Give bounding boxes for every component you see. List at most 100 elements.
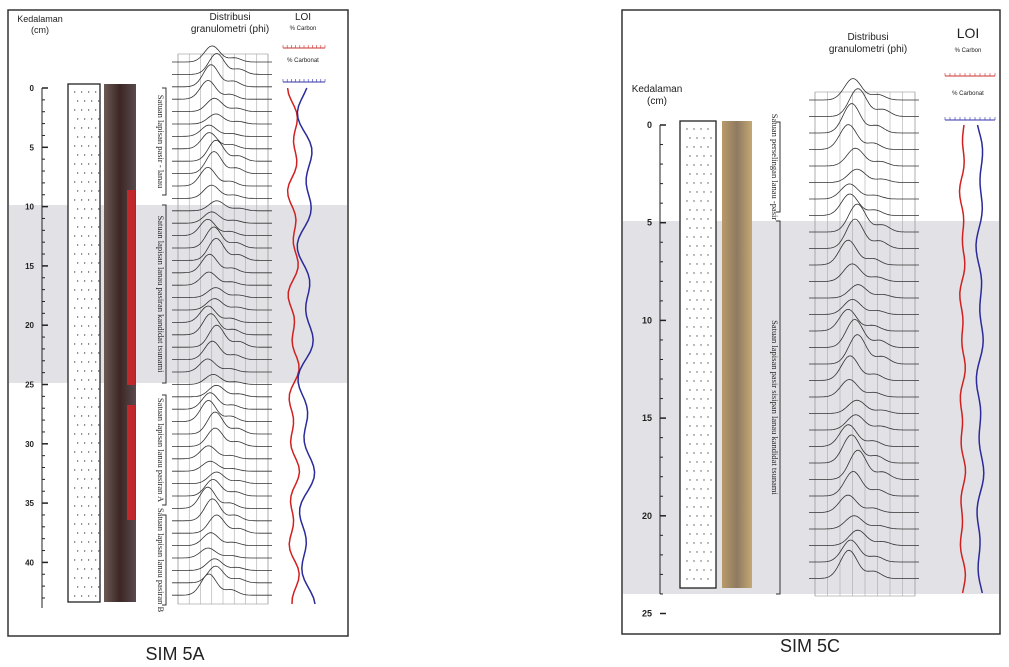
sediment-dot	[689, 353, 690, 354]
sediment-dot	[98, 478, 99, 479]
sediment-dot	[707, 164, 708, 165]
sediment-dot	[91, 154, 92, 155]
sediment-dot	[84, 154, 85, 155]
sediment-dot	[693, 506, 694, 507]
sediment-dot	[696, 299, 697, 300]
sediment-dot	[88, 559, 89, 560]
sediment-dot	[77, 100, 78, 101]
sediment-dot	[74, 109, 75, 110]
depth-tick-label: 25	[25, 381, 34, 390]
sediment-dot	[693, 398, 694, 399]
sediment-dot	[95, 127, 96, 128]
sediment-dot	[81, 217, 82, 218]
sediment-dot	[77, 280, 78, 281]
sediment-dot	[88, 181, 89, 182]
sediment-dot	[84, 514, 85, 515]
sediment-dot	[84, 424, 85, 425]
sediment-dot	[707, 362, 708, 363]
sediment-dot	[95, 397, 96, 398]
sediment-dot	[81, 289, 82, 290]
sediment-dot	[700, 470, 701, 471]
sediment-dot	[98, 100, 99, 101]
granulometry-title: granulometri (phi)	[829, 44, 907, 55]
sediment-dot	[77, 244, 78, 245]
sediment-dot	[74, 577, 75, 578]
sediment-dot	[703, 497, 704, 498]
sediment-dot	[84, 478, 85, 479]
sediment-dot	[74, 559, 75, 560]
sediment-dot	[91, 172, 92, 173]
sediment-dot	[95, 379, 96, 380]
sediment-dot	[95, 325, 96, 326]
sediment-dot	[693, 578, 694, 579]
sediment-dot	[693, 470, 694, 471]
sediment-dot	[74, 433, 75, 434]
sediment-dot	[689, 299, 690, 300]
sediment-dot	[88, 289, 89, 290]
sediment-dot	[703, 461, 704, 462]
sediment-dot	[707, 326, 708, 327]
sediment-dot	[74, 541, 75, 542]
sediment-dot	[88, 469, 89, 470]
sediment-dot	[98, 514, 99, 515]
sediment-dot	[98, 352, 99, 353]
sediment-dot	[88, 523, 89, 524]
sediment-dot	[686, 452, 687, 453]
sediment-dot	[703, 227, 704, 228]
sediment-dot	[77, 208, 78, 209]
sediment-dot	[95, 523, 96, 524]
sediment-dot	[700, 146, 701, 147]
carbon-label: % Carbon	[290, 26, 317, 32]
core-red-strip	[127, 405, 135, 520]
sediment-dot	[703, 299, 704, 300]
sediment-dot	[74, 91, 75, 92]
depth-tick-label: 20	[25, 321, 34, 330]
depth-label: (cm)	[647, 96, 667, 107]
sediment-dot	[689, 551, 690, 552]
sediment-dot	[696, 227, 697, 228]
sediment-dot	[707, 200, 708, 201]
sediment-dot	[700, 326, 701, 327]
sediment-dot	[689, 533, 690, 534]
sediment-dot	[74, 469, 75, 470]
sediment-dot	[686, 254, 687, 255]
sediment-dot	[707, 308, 708, 309]
sediment-dot	[696, 461, 697, 462]
sediment-dot	[98, 154, 99, 155]
sediment-dot	[74, 361, 75, 362]
sediment-dot	[700, 434, 701, 435]
sediment-dot	[84, 298, 85, 299]
sediment-dot	[689, 137, 690, 138]
sediment-dot	[98, 316, 99, 317]
sediment-dot	[689, 263, 690, 264]
sediment-dot	[693, 236, 694, 237]
sediment-dot	[84, 226, 85, 227]
sediment-dot	[81, 487, 82, 488]
sediment-dot	[81, 271, 82, 272]
sediment-dot	[696, 389, 697, 390]
sediment-dot	[81, 559, 82, 560]
core-photo	[722, 121, 752, 588]
sediment-dot	[707, 272, 708, 273]
sediment-dot	[686, 416, 687, 417]
sediment-dot	[707, 560, 708, 561]
sediment-dot	[84, 262, 85, 263]
carbonat-label: % Carbonat	[952, 91, 984, 97]
sediment-dot	[84, 532, 85, 533]
sediment-dot	[84, 550, 85, 551]
sediment-dot	[693, 524, 694, 525]
sediment-dot	[703, 191, 704, 192]
sediment-dot	[700, 488, 701, 489]
sediment-dot	[84, 370, 85, 371]
sediment-dot	[689, 389, 690, 390]
sediment-dot	[74, 253, 75, 254]
sediment-dot	[710, 155, 711, 156]
sediment-dot	[95, 271, 96, 272]
sediment-dot	[88, 595, 89, 596]
sediment-dot	[84, 352, 85, 353]
sediment-dot	[84, 136, 85, 137]
sediment-dot	[95, 199, 96, 200]
sediment-dot	[686, 506, 687, 507]
sediment-dot	[686, 470, 687, 471]
sediment-dot	[710, 497, 711, 498]
